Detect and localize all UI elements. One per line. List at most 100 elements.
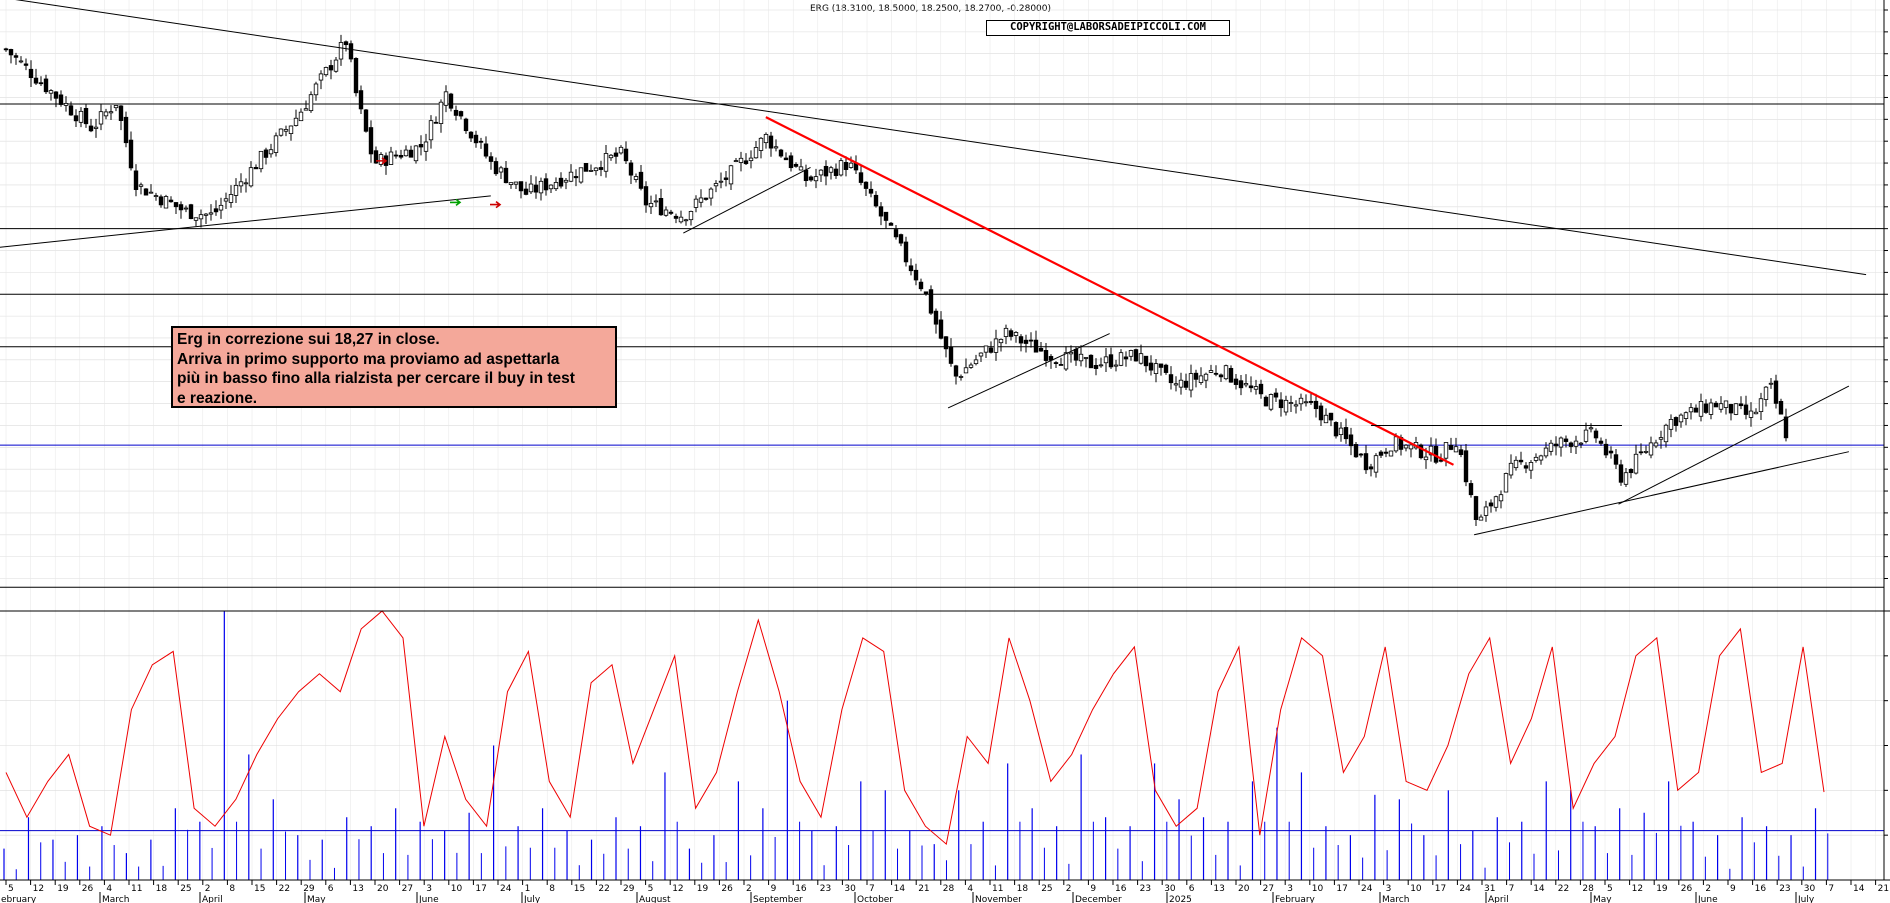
- candle-body: [633, 176, 639, 180]
- candle-body: [1678, 414, 1684, 423]
- candle-body: [23, 63, 29, 66]
- candle-body: [628, 162, 634, 176]
- candle-body: [1528, 462, 1534, 471]
- candle-body: [883, 211, 889, 221]
- x-tick-label: 2: [1066, 884, 1072, 894]
- candle-body: [1703, 403, 1709, 413]
- signal-arrows: [376, 157, 502, 209]
- candle-body: [793, 163, 799, 167]
- candle-body: [1583, 429, 1589, 442]
- candle-body: [678, 216, 684, 223]
- candle-body: [1623, 472, 1629, 485]
- candle-body: [1538, 455, 1544, 461]
- candle-body: [1088, 354, 1094, 369]
- candle-body: [1113, 364, 1119, 367]
- candle-body: [553, 182, 559, 190]
- x-tick-label: 11: [131, 884, 142, 894]
- candle-body: [1503, 473, 1509, 493]
- candle-body: [983, 345, 989, 353]
- candle-body: [558, 177, 564, 187]
- candle-body: [183, 207, 189, 210]
- month-label: June: [1697, 895, 1718, 903]
- candle-body: [1568, 442, 1574, 447]
- candle-body: [1303, 401, 1309, 404]
- candle-body: [68, 105, 74, 116]
- candle-body: [398, 155, 404, 158]
- candle-body: [978, 352, 984, 357]
- candle-body: [958, 376, 964, 378]
- candle-body: [1748, 410, 1754, 418]
- x-tick-label: 19: [1656, 884, 1668, 894]
- candle-body: [1718, 403, 1724, 410]
- candle-body: [743, 160, 749, 165]
- candle-body: [263, 149, 269, 158]
- candle-body: [1348, 434, 1354, 447]
- month-label: 2025: [1169, 895, 1192, 903]
- candle-body: [108, 111, 114, 114]
- x-tick-label: 8: [549, 884, 555, 894]
- candle-body: [1653, 442, 1659, 447]
- x-tick-label: 13: [1213, 884, 1224, 894]
- candle-body: [528, 183, 534, 193]
- x-tick-label: 12: [1632, 884, 1643, 894]
- candle-body: [773, 146, 779, 149]
- x-tick-label: 10: [451, 884, 463, 894]
- candle-body: [1638, 451, 1644, 454]
- x-tick-label: 3: [426, 884, 432, 894]
- candle-body: [178, 204, 184, 211]
- candle-body: [138, 184, 144, 187]
- candle-body: [688, 211, 694, 221]
- candle-body: [668, 211, 674, 214]
- candle-body: [1688, 407, 1694, 413]
- candle-body: [423, 141, 429, 152]
- candle-body: [1228, 367, 1234, 383]
- candle-body: [1523, 465, 1529, 469]
- candle-body: [658, 198, 664, 216]
- candle-body: [318, 73, 324, 81]
- candle-body: [1323, 414, 1329, 424]
- candle-body: [298, 111, 304, 122]
- candle-body: [338, 42, 344, 60]
- candle-body: [433, 121, 439, 124]
- candle-body: [143, 188, 149, 196]
- candle-body: [1533, 456, 1539, 461]
- candle-body: [718, 180, 724, 183]
- candle-body: [508, 182, 514, 185]
- candle-body: [993, 338, 999, 353]
- candle-body: [1133, 349, 1139, 362]
- candle-body: [1263, 396, 1269, 407]
- x-tick-label: 23: [1779, 884, 1790, 894]
- candle-body: [428, 120, 434, 141]
- candle-body: [848, 162, 854, 168]
- candle-body: [533, 184, 539, 193]
- x-tick-label: 14: [1533, 884, 1545, 894]
- candle-body: [1573, 440, 1579, 447]
- candle-body: [1313, 400, 1319, 410]
- candle-body: [133, 170, 139, 190]
- trendline: [1474, 451, 1849, 536]
- candle-body: [643, 186, 649, 206]
- candle-body: [878, 206, 884, 217]
- candle-body: [1553, 443, 1559, 447]
- candle-body: [578, 167, 584, 183]
- candle-body: [353, 57, 359, 94]
- candle-body: [308, 94, 314, 112]
- candle-body: [803, 169, 809, 182]
- candle-body: [1458, 449, 1464, 455]
- candle-body: [483, 143, 489, 157]
- candle-body: [288, 125, 294, 135]
- candle-body: [758, 137, 764, 151]
- x-tick-label: 26: [1681, 884, 1693, 894]
- candle-body: [1358, 453, 1364, 456]
- x-tick-label: 17: [1336, 884, 1347, 894]
- candle-body: [1778, 400, 1784, 415]
- x-tick-label: 16: [1755, 884, 1767, 894]
- candle-body: [603, 153, 609, 172]
- candle-body: [1393, 436, 1399, 452]
- candle-body: [208, 212, 214, 215]
- candle-body: [703, 197, 709, 200]
- month-label: March: [1382, 895, 1409, 903]
- annotation-box: Erg in correzione sui 18,27 in close. Ar…: [171, 326, 617, 408]
- candle-body: [153, 195, 159, 197]
